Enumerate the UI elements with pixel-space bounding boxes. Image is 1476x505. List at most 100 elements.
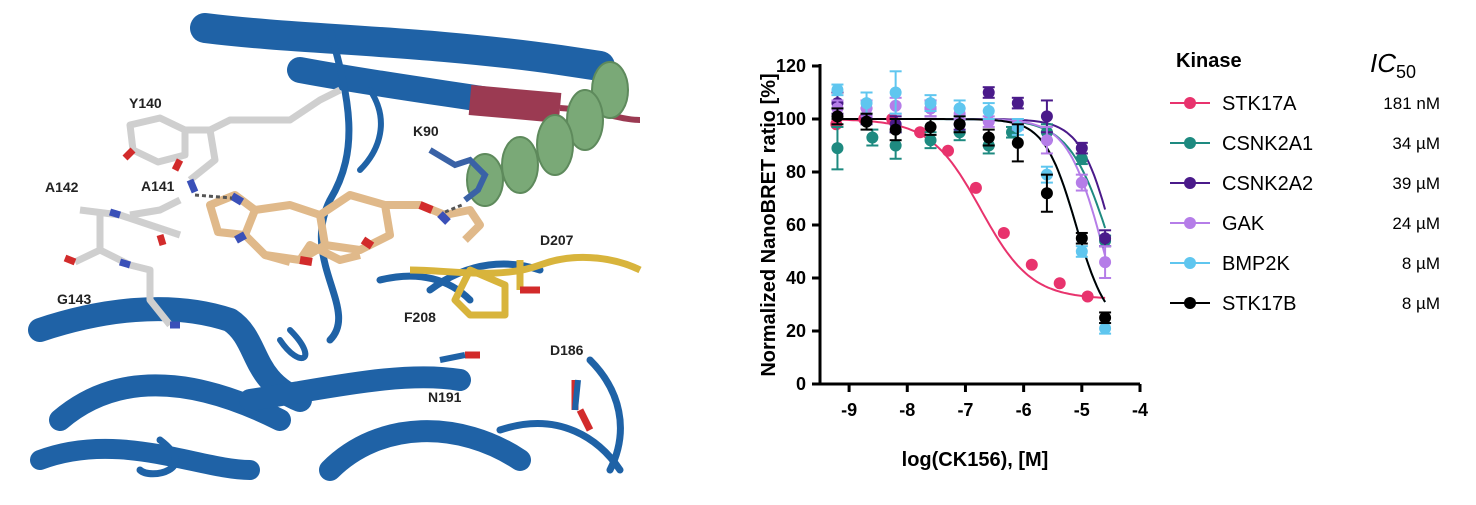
data-point-stk17a <box>1053 277 1066 290</box>
ligand-ck156 <box>206 191 484 266</box>
ic50-header-sub: 50 <box>1396 62 1416 82</box>
data-point-csnk2a1 <box>889 139 902 152</box>
data-point-stk17a <box>942 144 954 157</box>
x-tick-label: -9 <box>841 400 857 420</box>
data-point-gak <box>1099 256 1112 269</box>
loop-yellow <box>409 253 642 277</box>
x-tick-label: -4 <box>1132 400 1148 420</box>
residues-gray <box>73 86 342 328</box>
data-point-stk17b <box>1040 187 1053 200</box>
data-point-csnk2a1 <box>831 142 844 155</box>
residue-label-d207: D207 <box>540 232 574 248</box>
dose-response-chart: 0 20 40 60 80 100 120 -9 -8 -7 -6 -5 -4 Normalized N… <box>758 48 1440 471</box>
data-point-csnk2a2 <box>982 86 995 99</box>
data-point-csnk2a2 <box>1099 232 1112 245</box>
legend-label-stk17b: STK17B <box>1222 293 1296 315</box>
residue-label-d186: D186 <box>550 342 584 358</box>
ic50-value-stk17b: 8 µM <box>1402 294 1440 313</box>
plot-area <box>830 70 1112 335</box>
x-tick-label: -5 <box>1074 400 1090 420</box>
y-tick-label: 0 <box>796 374 806 394</box>
sidechain-f208 <box>451 260 540 319</box>
ic50-value-stk17a: 181 nM <box>1383 94 1440 113</box>
residue-label-k90: K90 <box>413 123 439 139</box>
y-tick-label: 20 <box>786 321 806 341</box>
y-axis-title: Normalized NanoBRET ratio [%] <box>758 73 780 376</box>
data-point-bmp2k <box>953 102 966 115</box>
data-point-stk17b <box>953 118 966 131</box>
strand-red <box>468 85 562 123</box>
x-tick-label: -6 <box>1016 400 1032 420</box>
sidechain-k90 <box>428 147 489 203</box>
data-point-gak <box>1040 134 1053 147</box>
legend-title: Kinase <box>1176 50 1242 72</box>
y-tick-label: 40 <box>786 268 806 288</box>
legend: Kinase IC50 STK17A 181 nM CSNK2A1 34 µM CSNK… <box>1170 48 1440 315</box>
data-point-bmp2k <box>831 83 844 96</box>
data-point-csnk2a2 <box>1040 110 1053 123</box>
data-point-stk17b <box>860 115 873 128</box>
x-tick-label: -7 <box>957 400 973 420</box>
data-point-bmp2k <box>924 97 937 110</box>
data-point-stk17b <box>1099 311 1112 324</box>
data-point-bmp2k <box>1099 322 1112 335</box>
ic50-value-csnk2a2: 39 µM <box>1392 174 1440 193</box>
legend-marker-csnk2a1 <box>1184 137 1196 149</box>
y-tick-label: 120 <box>776 56 806 76</box>
data-point-stk17a <box>914 126 927 139</box>
data-point-stk17b <box>1011 136 1024 149</box>
legend-marker-csnk2a2 <box>1184 177 1196 189</box>
legend-rows: STK17A 181 nM CSNK2A1 34 µM CSNK2A2 39 µM GAK 2… <box>1170 93 1440 315</box>
fit-curve-stk17a <box>831 118 1106 299</box>
data-point-stk17b <box>924 120 937 133</box>
residue-label-y140: Y140 <box>129 95 162 111</box>
legend-marker-gak <box>1184 217 1196 229</box>
ic50-value-gak: 24 µM <box>1392 214 1440 233</box>
ic50-header-main: IC <box>1370 48 1396 78</box>
ic50-value-bmp2k: 8 µM <box>1402 254 1440 273</box>
fit-curve-stk17b <box>831 118 1106 303</box>
y-tick-label: 100 <box>776 109 806 129</box>
residue-label-n191: N191 <box>428 389 462 405</box>
sidechain-n191 <box>439 352 466 363</box>
hbond-k90 <box>444 203 463 214</box>
y-tick-label: 60 <box>786 215 806 235</box>
ic50-header: IC50 <box>1370 48 1416 82</box>
data-point-bmp2k <box>1075 245 1088 258</box>
residue-label-g143: G143 <box>57 291 91 307</box>
residue-label-a142: A142 <box>45 179 79 195</box>
data-point-csnk2a1 <box>866 131 879 144</box>
helix-green <box>466 61 629 207</box>
data-point-csnk2a1 <box>1075 152 1088 165</box>
data-point-bmp2k <box>860 97 873 110</box>
residue-label-a141: A141 <box>141 178 175 194</box>
protein-structure-image: Y140 K90 A142 A141 G143 D207 F208 D186 N… <box>28 13 642 481</box>
data-point-csnk2a2 <box>1075 142 1088 155</box>
data-point-bmp2k <box>982 105 995 118</box>
chart-axes: 0 20 40 60 80 100 120 -9 -8 -7 -6 -5 -4 <box>776 56 1148 420</box>
y-tick-label: 80 <box>786 162 806 182</box>
data-point-csnk2a1 <box>924 134 937 147</box>
data-point-stk17a <box>997 226 1010 239</box>
ic50-value-csnk2a1: 34 µM <box>1392 134 1440 153</box>
data-point-stk17a <box>969 181 982 194</box>
data-point-stk17b <box>889 123 902 136</box>
legend-marker-stk17b <box>1184 297 1196 309</box>
data-point-stk17b <box>982 131 995 144</box>
x-axis-title: log(CK156), [M] <box>902 449 1049 471</box>
legend-label-csnk2a1: CSNK2A1 <box>1222 133 1313 155</box>
data-point-stk17b <box>831 110 844 123</box>
ligand-heteroatoms <box>229 192 451 266</box>
protein-structure-panel: Y140 K90 A142 A141 G143 D207 F208 D186 N… <box>0 0 700 500</box>
data-point-csnk2a2 <box>1011 97 1024 110</box>
legend-marker-bmp2k <box>1184 257 1196 269</box>
legend-marker-stk17a <box>1184 97 1196 109</box>
data-point-stk17b <box>1075 232 1088 245</box>
x-tick-label: -8 <box>899 400 915 420</box>
ribbon-blue <box>28 13 624 481</box>
data-point-bmp2k <box>889 86 902 99</box>
legend-label-bmp2k: BMP2K <box>1222 253 1290 275</box>
legend-label-gak: GAK <box>1222 213 1265 235</box>
data-point-stk17a <box>1025 258 1038 271</box>
sidechain-d186 <box>572 379 581 411</box>
